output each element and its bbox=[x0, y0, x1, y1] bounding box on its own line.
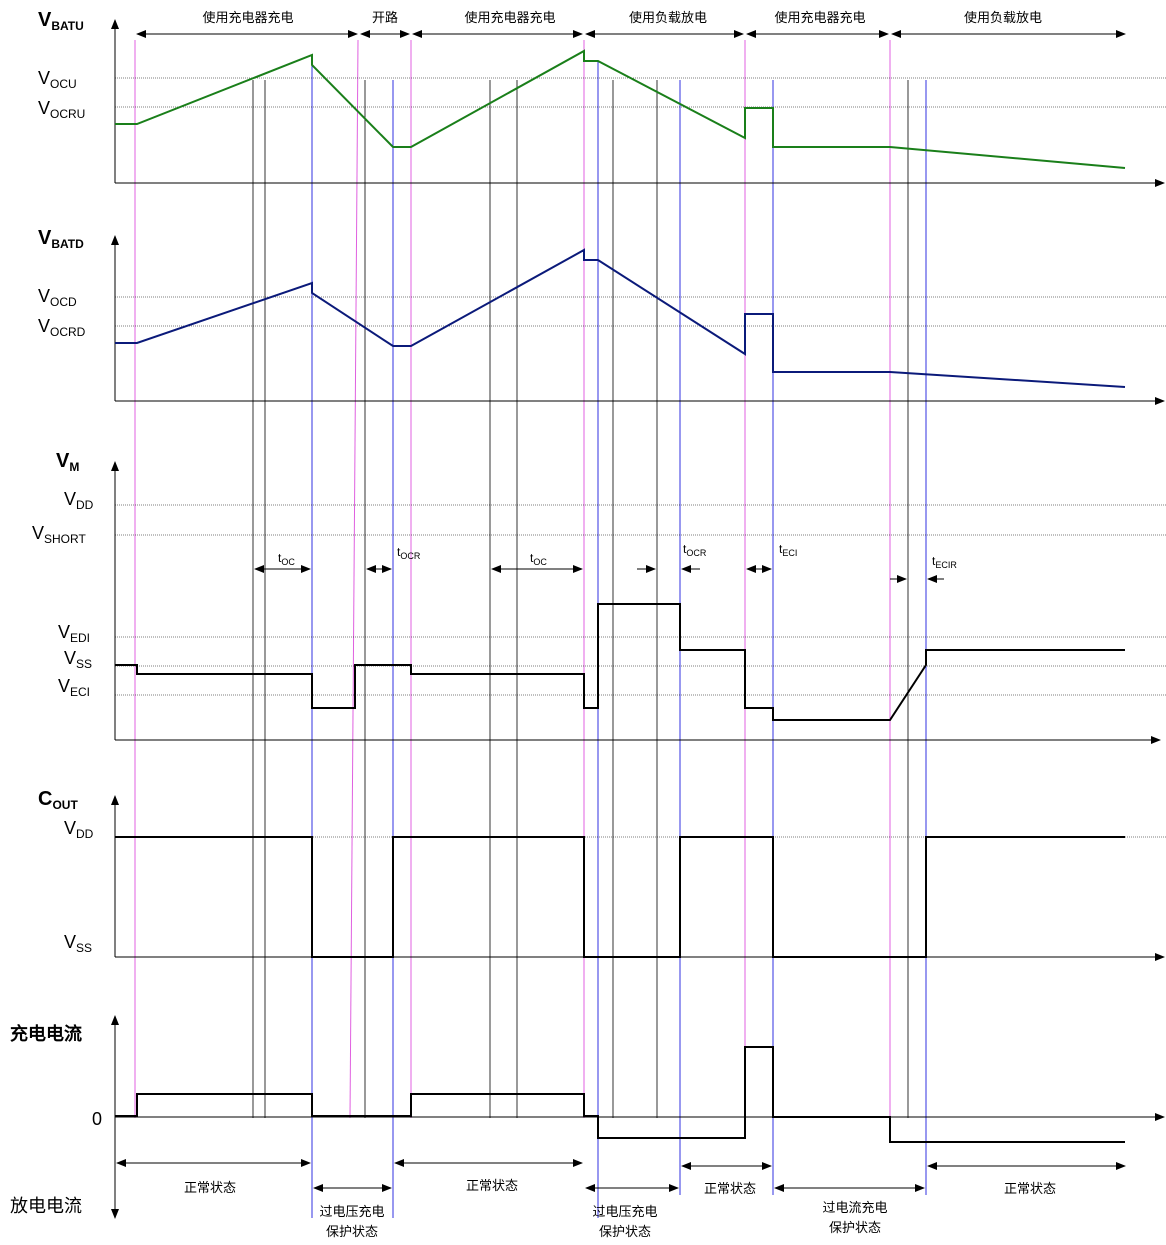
vdd-label: VDD bbox=[64, 489, 94, 512]
vocru-label: VOCRU bbox=[38, 98, 85, 121]
state-label: 正常状态 bbox=[704, 1182, 756, 1197]
vbatd-waveform bbox=[115, 248, 1126, 388]
toc-label: tOC bbox=[530, 551, 547, 567]
phase-label: 使用负载放电 bbox=[629, 10, 707, 26]
vbatu-waveform bbox=[115, 49, 1126, 169]
state-label: 过电压充电 bbox=[592, 1204, 657, 1220]
state-label: 过电压充电 bbox=[319, 1204, 384, 1220]
tecir-label: tECIR bbox=[932, 554, 957, 570]
state-label: 保护状态 bbox=[829, 1221, 881, 1236]
state-label: 保护状态 bbox=[326, 1225, 378, 1240]
vocrd-label: VOCRD bbox=[38, 316, 86, 339]
tocr-label: tOCR bbox=[397, 545, 421, 561]
phase-label: 使用充电器充电 bbox=[202, 10, 293, 26]
phase-label: 使用负载放电 bbox=[964, 10, 1042, 26]
vdd-label: VDD bbox=[64, 818, 94, 841]
phase-label: 开路 bbox=[372, 10, 398, 26]
vss-label: VSS bbox=[64, 648, 92, 671]
vbatd-label: VBATD bbox=[38, 227, 84, 251]
vss-label: VSS bbox=[64, 932, 92, 955]
state-label: 正常状态 bbox=[184, 1181, 236, 1196]
state-labels: 正常状态 过电压充电 保护状态 正常状态 过电压充电 保护状态 正常状态 过电流… bbox=[184, 1179, 1056, 1240]
vshort-label: VSHORT bbox=[32, 523, 86, 546]
vedi-label: VEDI bbox=[58, 622, 90, 645]
toc-label: tOC bbox=[278, 551, 295, 567]
phase-label: 使用充电器充电 bbox=[774, 10, 865, 26]
teci-label: tECI bbox=[779, 542, 797, 558]
vocu-label: VOCU bbox=[38, 68, 77, 91]
state-arrows bbox=[116, 1159, 1126, 1192]
cout-waveform bbox=[115, 836, 1125, 958]
veci-label: VECI bbox=[58, 676, 90, 699]
panel-vbatd: VBATD VOCD VOCRD bbox=[38, 227, 1166, 405]
panel-cout: COUT VDD VSS bbox=[38, 788, 1166, 961]
vocd-label: VOCD bbox=[38, 286, 77, 309]
phase-label: 使用充电器充电 bbox=[464, 10, 555, 26]
state-label: 正常状态 bbox=[466, 1179, 518, 1194]
panel-current: 充电电流 0 放电电流 bbox=[10, 1015, 1165, 1219]
vm-label: VM bbox=[56, 450, 79, 474]
phase-labels: 使用充电器充电 开路 使用充电器充电 使用负载放电 使用充电器充电 使用负载放电 bbox=[202, 10, 1042, 26]
time-markers bbox=[134, 39, 927, 1218]
current-waveform bbox=[115, 1046, 1125, 1143]
discharge-current-label: 放电电流 bbox=[10, 1196, 82, 1217]
vm-waveform bbox=[115, 603, 1125, 721]
vbatu-label: VBATU bbox=[38, 9, 84, 33]
state-label: 保护状态 bbox=[599, 1225, 651, 1240]
cout-label: COUT bbox=[38, 788, 78, 812]
state-label: 过电流充电 bbox=[822, 1200, 887, 1216]
tocr-label: tOCR bbox=[683, 542, 707, 558]
zero-label: 0 bbox=[92, 1109, 102, 1129]
panel-vbatu: VBATU VOCU VOCRU bbox=[38, 9, 1166, 187]
state-label: 正常状态 bbox=[1004, 1182, 1056, 1197]
panel-vm: VM VDD VSHORT VEDI VSS VECI tOC tOCR tOC… bbox=[32, 450, 1166, 744]
charge-current-label: 充电电流 bbox=[10, 1023, 82, 1045]
